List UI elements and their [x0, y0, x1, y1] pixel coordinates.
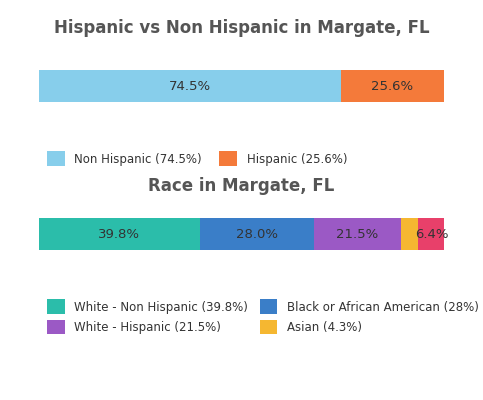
Text: 28.0%: 28.0%	[236, 228, 278, 240]
Text: 6.4%: 6.4%	[414, 228, 448, 240]
Text: Race in Margate, FL: Race in Margate, FL	[148, 177, 335, 195]
Bar	[39, 70, 341, 102]
Bar	[200, 218, 314, 250]
Bar	[39, 218, 200, 250]
Legend: Non Hispanic (74.5%), Hispanic (25.6%): Non Hispanic (74.5%), Hispanic (25.6%)	[44, 149, 349, 168]
Bar	[418, 218, 444, 250]
Legend: White - Non Hispanic (39.8%), White - Hispanic (21.5%), Black or African America: White - Non Hispanic (39.8%), White - Hi…	[44, 297, 481, 336]
Bar	[341, 70, 444, 102]
Text: 25.6%: 25.6%	[371, 80, 413, 92]
Text: Hispanic vs Non Hispanic in Margate, FL: Hispanic vs Non Hispanic in Margate, FL	[54, 19, 429, 37]
Bar	[314, 218, 401, 250]
Text: 21.5%: 21.5%	[336, 228, 379, 240]
Text: 74.5%: 74.5%	[169, 80, 211, 92]
Text: 39.8%: 39.8%	[99, 228, 141, 240]
Bar	[401, 218, 418, 250]
